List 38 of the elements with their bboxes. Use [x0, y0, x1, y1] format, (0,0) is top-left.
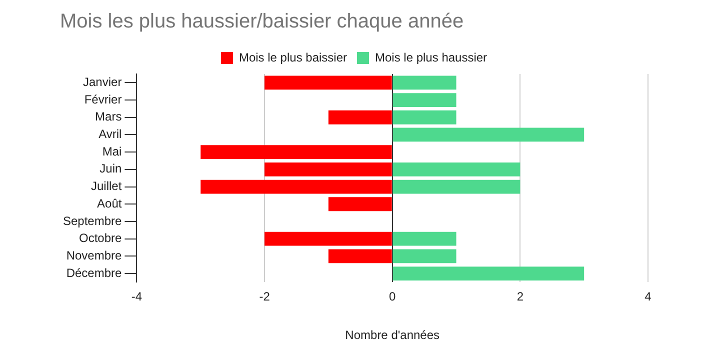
x-tick-label: -4: [131, 290, 142, 304]
legend-label: Mois le plus haussier: [374, 50, 488, 64]
x-tick-label: 0: [389, 290, 396, 304]
y-tick-label: Juin: [100, 162, 122, 176]
y-tick-label: Septembre: [62, 214, 122, 228]
y-tick-label: Février: [84, 92, 122, 106]
y-tick-label: Décembre: [66, 266, 122, 280]
bar: [200, 180, 392, 194]
bar: [200, 145, 392, 160]
bar: [264, 232, 392, 246]
y-tick-label: Octobre: [79, 231, 122, 246]
bar: [264, 76, 392, 90]
bar: [392, 266, 584, 280]
x-tick-label: 2: [516, 290, 524, 304]
bar: [392, 76, 456, 90]
bar: [392, 110, 456, 124]
bar: [392, 93, 456, 107]
x-axis-title: Nombre d'années: [345, 328, 440, 342]
bar: [392, 249, 456, 264]
bar: [392, 162, 520, 176]
y-tick-label: Novembre: [66, 248, 122, 262]
x-tick-label: 4: [644, 290, 652, 304]
bar: [392, 128, 584, 142]
bar: [392, 232, 456, 246]
bar: [328, 249, 392, 264]
y-tick-label: Avril: [98, 127, 122, 142]
bar: [392, 180, 520, 194]
x-tick-label: -2: [259, 290, 270, 304]
y-tick-label: Août: [97, 196, 122, 210]
y-tick-label: Juillet: [91, 179, 122, 194]
chart-title: Mois les plus haussier/baissier chaque année: [60, 10, 464, 33]
y-tick-label: Janvier: [83, 74, 122, 89]
y-tick-label: Mars: [95, 110, 122, 124]
bar: [264, 162, 392, 176]
bar: [328, 197, 392, 212]
bar: [328, 110, 392, 124]
y-tick-label: Mai: [102, 144, 122, 158]
legend-label: Mois le plus baissier: [238, 50, 347, 64]
